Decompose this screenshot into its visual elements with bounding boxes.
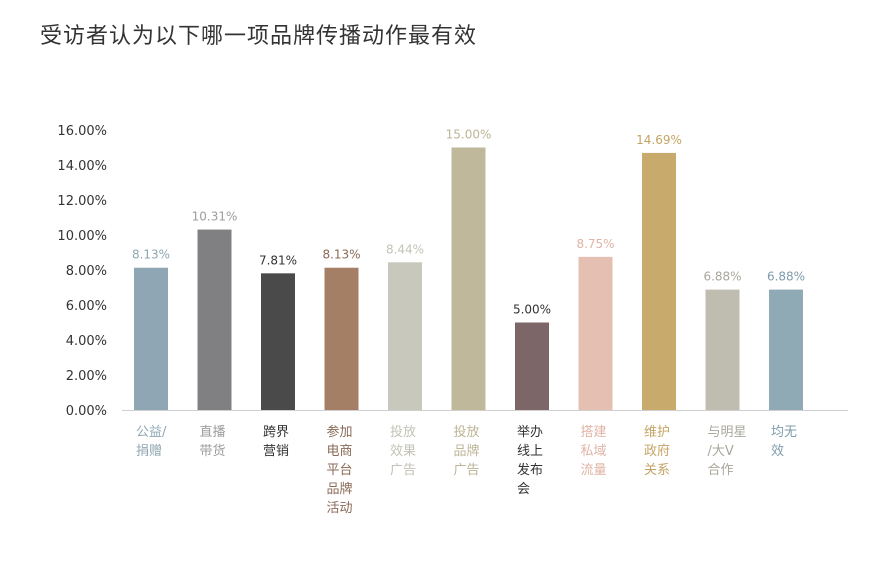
category-label: 投放 <box>454 424 480 440</box>
category-label: 政府 <box>644 444 670 459</box>
category-label: 投放 <box>390 424 416 440</box>
category-label: 流量 <box>581 463 607 478</box>
data-label: 6.88% <box>703 270 741 284</box>
category-label: /大V <box>708 444 734 459</box>
data-label: 15.00% <box>446 128 492 142</box>
category-label: 品牌 <box>454 443 480 459</box>
category-label: 与明星 <box>708 425 747 440</box>
category-label: 活动 <box>327 501 353 516</box>
category-label: 带货 <box>200 443 226 459</box>
y-tick-label: 10.00% <box>57 229 107 244</box>
y-tick-label: 14.00% <box>57 159 107 174</box>
bar <box>451 147 486 410</box>
category-label: 参加 <box>327 424 353 440</box>
category-label: 平台 <box>327 463 353 478</box>
bar <box>642 152 676 411</box>
category-label: 均无 <box>771 425 797 440</box>
category-label: 捐赠 <box>136 444 162 459</box>
category-label: 广告 <box>390 463 416 478</box>
data-label: 6.88% <box>767 270 805 284</box>
y-tick-label: 6.00% <box>66 299 107 314</box>
bar <box>261 273 295 410</box>
y-tick-label: 12.00% <box>57 194 107 209</box>
data-label: 8.13% <box>322 248 360 262</box>
data-label: 8.44% <box>386 242 424 256</box>
y-tick-label: 0.00% <box>66 404 107 419</box>
bar <box>705 289 740 410</box>
category-label: 电商 <box>327 444 353 459</box>
data-label: 14.69% <box>636 133 682 147</box>
category-label: 公益/ <box>136 425 167 440</box>
data-label: 8.13% <box>132 248 170 262</box>
category-label: 关系 <box>644 463 670 478</box>
category-label: 直播 <box>200 425 226 440</box>
y-tick-label: 2.00% <box>66 369 107 384</box>
category-label: 维护 <box>644 425 670 440</box>
category-label: 线上 <box>517 444 543 459</box>
category-label: 广告 <box>454 463 480 478</box>
bar <box>388 262 422 410</box>
category-label: 效 <box>771 444 784 459</box>
category-label: 营销 <box>263 444 289 459</box>
bar <box>578 256 613 410</box>
category-label: 合作 <box>708 463 734 478</box>
bar <box>134 267 168 410</box>
data-label: 7.81% <box>259 253 297 267</box>
category-label: 搭建 <box>581 424 607 440</box>
category-label: 跨界 <box>263 425 289 440</box>
bar <box>515 322 549 410</box>
category-label: 效果 <box>390 444 416 459</box>
y-tick-label: 4.00% <box>66 334 107 349</box>
category-label: 发布 <box>517 462 543 478</box>
category-label: 私域 <box>581 444 607 459</box>
category-label: 品牌 <box>327 481 353 497</box>
bar <box>324 267 359 410</box>
y-tick-label: 8.00% <box>66 264 107 279</box>
data-label: 10.31% <box>192 210 238 224</box>
y-tick-label: 16.00% <box>57 124 107 139</box>
chart-title: 受访者认为以下哪一项品牌传播动作最有效 <box>40 24 478 49</box>
bar <box>197 229 232 410</box>
data-label: 8.75% <box>576 237 614 251</box>
bar <box>769 289 803 410</box>
category-label: 举办 <box>517 425 543 440</box>
category-label: 会 <box>517 482 530 497</box>
data-label: 5.00% <box>513 303 551 317</box>
